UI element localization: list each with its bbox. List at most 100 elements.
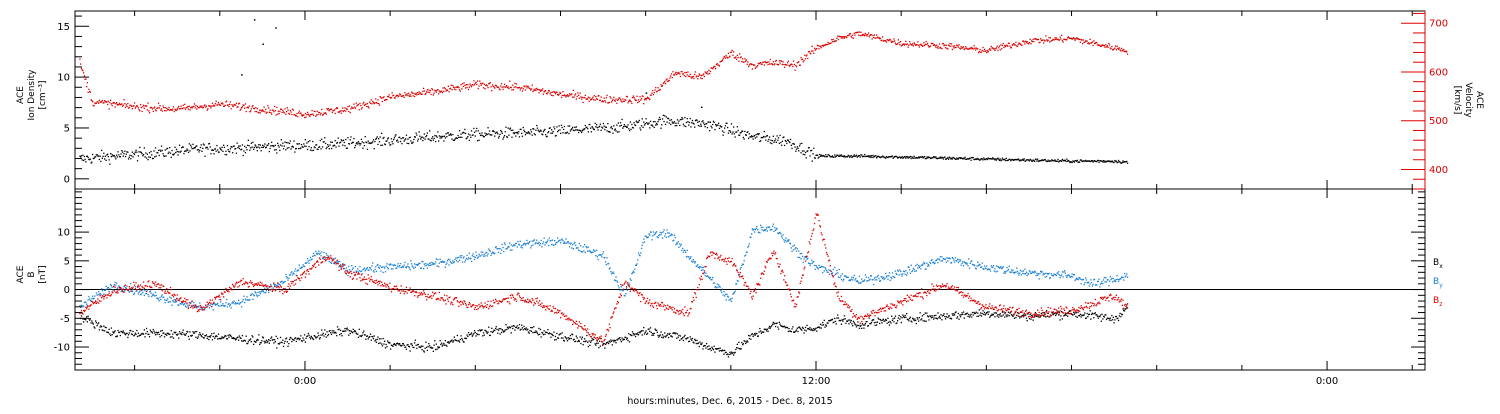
data-point [187,150,188,151]
data-point [386,263,387,264]
data-point [326,253,327,254]
data-point [674,121,675,122]
data-point [621,341,622,342]
data-point [530,129,531,130]
data-point [400,263,401,264]
data-point [192,144,193,145]
data-point [625,100,626,101]
data-point [131,155,132,156]
data-point [519,244,520,245]
data-point [611,126,612,127]
data-point [487,87,488,88]
data-point [904,317,905,318]
data-point [881,322,882,323]
data-point [472,255,473,256]
data-point [445,88,446,89]
data-point [101,288,102,289]
data-point [290,272,291,273]
data-point [197,338,198,339]
data-point [524,86,525,87]
data-point [181,334,182,335]
data-point [640,99,641,100]
data-point [260,293,261,294]
data-point [359,103,360,104]
data-point [910,156,911,157]
data-point [286,338,287,339]
data-point [421,345,422,346]
data-point [791,145,792,146]
data-point [469,83,470,84]
data-point [419,263,420,264]
data-point [171,330,172,331]
data-point [302,337,303,338]
data-point [365,334,366,335]
data-point [491,328,492,329]
data-point [325,112,326,113]
data-point [496,246,497,247]
data-point [888,322,889,323]
data-point [796,149,797,150]
data-point [1072,162,1073,163]
data-point [743,343,744,344]
data-point [334,145,335,146]
data-point [330,332,331,333]
data-point [803,60,804,61]
data-point [511,249,512,250]
data-point [910,317,911,318]
data-point [290,140,291,141]
data-point [752,333,753,334]
data-point [964,48,965,49]
data-point [143,154,144,155]
data-point [767,331,768,332]
data-point [195,107,196,108]
data-point [768,327,769,328]
data-point [263,147,264,148]
data-point [195,147,196,148]
data-point [1117,318,1118,319]
data-point [314,147,315,148]
data-point [413,93,414,94]
data-point [380,136,381,137]
data-point [160,151,161,152]
data-point [359,270,360,271]
data-point [800,65,801,66]
data-point [729,352,730,353]
data-point [620,284,621,285]
data-point [302,264,303,265]
data-point [228,335,229,336]
data-point [644,99,645,100]
data-point [276,152,277,153]
data-point [633,333,634,334]
data-point [603,123,604,124]
data-point [606,95,607,96]
data-point [487,85,488,86]
data-point [199,302,200,303]
data-point [824,320,825,321]
data-point [653,231,654,232]
data-point [636,100,637,101]
data-point [673,122,674,123]
data-point [135,286,136,287]
data-point [672,121,673,122]
data-point [1108,318,1109,319]
data-point [177,107,178,108]
data-point [157,107,158,108]
data-point [165,149,166,150]
data-point [395,136,396,137]
data-point [363,142,364,143]
data-point [1043,42,1044,43]
data-point [580,250,581,251]
data-point [1039,42,1040,43]
data-point [788,61,789,62]
data-point [510,128,511,129]
data-point [311,259,312,260]
data-point [988,51,989,52]
data-point [970,314,971,315]
data-point [180,108,181,109]
data-point [514,87,515,88]
data-point [658,119,659,120]
data-point [439,347,440,348]
data-point [556,333,557,334]
data-point [1115,46,1116,47]
data-point [398,95,399,96]
